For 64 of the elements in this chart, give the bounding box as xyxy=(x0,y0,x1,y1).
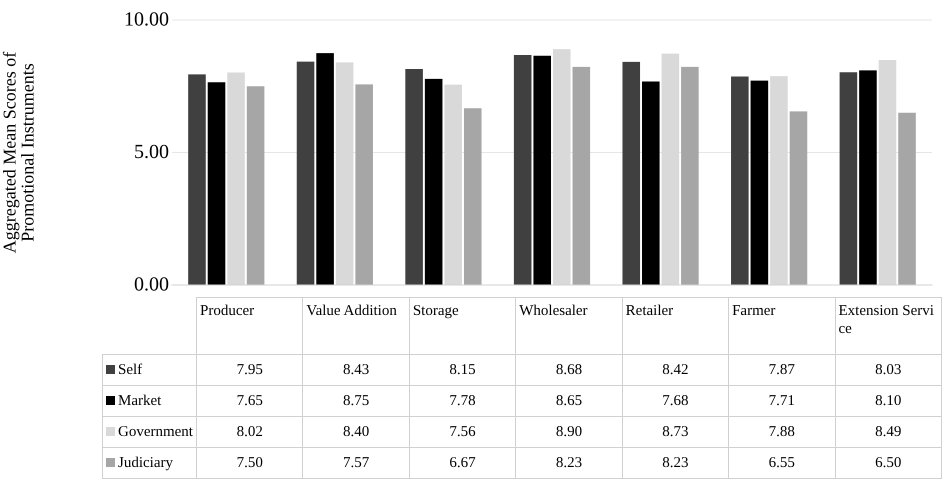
data-label: 8.10 xyxy=(835,386,942,416)
data-label: 7.78 xyxy=(409,386,516,416)
bar xyxy=(790,111,808,284)
bar xyxy=(464,108,482,284)
bar xyxy=(840,72,858,284)
bar xyxy=(622,62,640,284)
y-tick-label: 10.00 xyxy=(124,8,169,30)
legend-label: Judiciary xyxy=(102,448,196,478)
data-label: 6.50 xyxy=(835,448,942,478)
data-label: 7.56 xyxy=(409,416,516,448)
bar xyxy=(296,62,314,284)
data-label: 8.15 xyxy=(409,354,516,386)
legend-label: Self xyxy=(102,354,196,386)
bar xyxy=(246,86,264,284)
data-label: 8.73 xyxy=(622,416,729,448)
x-tick-label: Extension Service xyxy=(835,298,942,354)
legend-label: Government xyxy=(102,416,196,448)
x-tick-label: Farmer xyxy=(728,298,836,354)
data-label: 7.71 xyxy=(728,386,836,416)
bar xyxy=(731,76,749,284)
x-tick-label: Storage xyxy=(409,298,516,354)
bar xyxy=(533,56,552,284)
data-label: 8.23 xyxy=(622,448,729,478)
data-label: 8.68 xyxy=(516,354,622,386)
data-label: 8.90 xyxy=(516,416,622,448)
y-tick-label: 5.00 xyxy=(134,140,169,163)
data-label: 7.65 xyxy=(196,386,303,416)
data-label: 8.65 xyxy=(516,386,622,416)
bar xyxy=(859,70,877,284)
data-label: 8.03 xyxy=(835,354,942,386)
bar xyxy=(572,66,590,284)
data-label: 8.43 xyxy=(302,354,410,386)
data-label: 8.23 xyxy=(516,448,622,478)
bar xyxy=(642,81,660,284)
data-label: 8.40 xyxy=(302,416,410,448)
bar xyxy=(355,84,373,284)
data-label: 7.57 xyxy=(302,448,410,478)
y-tick-label: 0.00 xyxy=(134,273,169,296)
data-label: 7.68 xyxy=(622,386,729,416)
legend-label: Market xyxy=(102,386,196,416)
x-tick-label: Value Addition xyxy=(302,298,410,354)
data-label: 8.42 xyxy=(622,354,729,386)
bar xyxy=(898,112,916,284)
x-tick-label: Retailer xyxy=(622,298,729,354)
data-label: 7.88 xyxy=(728,416,836,448)
x-tick-label: Producer xyxy=(196,298,303,354)
bar xyxy=(316,53,334,284)
bar xyxy=(424,78,442,284)
bar xyxy=(750,80,768,284)
bar xyxy=(514,54,532,284)
data-label: 8.49 xyxy=(835,416,942,448)
bar xyxy=(681,66,699,284)
data-label: 6.67 xyxy=(409,448,516,478)
data-label: 7.95 xyxy=(196,354,303,386)
data-label: 6.55 xyxy=(728,448,836,478)
data-label: 7.50 xyxy=(196,448,303,478)
data-label: 8.02 xyxy=(196,416,303,448)
y-axis-title: Aggregated Mean Scores of Promotional Instruments xyxy=(0,52,38,254)
bar xyxy=(188,74,206,284)
data-label: 8.75 xyxy=(302,386,410,416)
x-tick-label: Wholesaler xyxy=(516,298,622,354)
bar xyxy=(405,69,423,284)
bar xyxy=(208,82,226,284)
data-label: 7.87 xyxy=(728,354,836,386)
